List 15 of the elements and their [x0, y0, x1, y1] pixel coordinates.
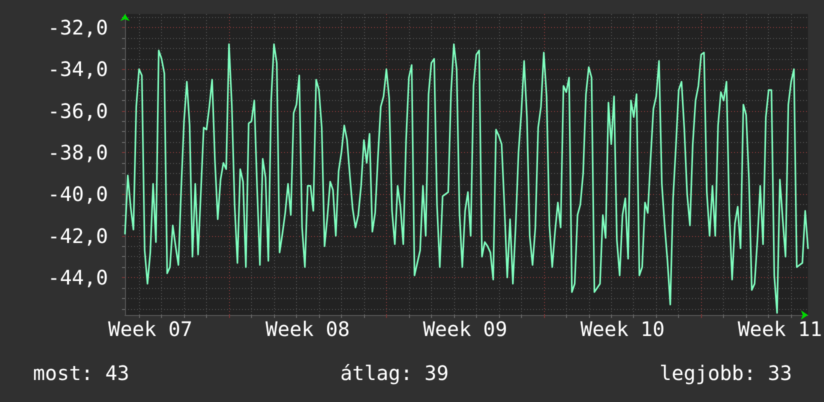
x-tick-label: Week 07 [108, 317, 192, 341]
x-tick-label: Week 09 [422, 317, 508, 341]
y-tick-label: -42,0 [48, 224, 108, 248]
y-tick-label: -44,0 [48, 266, 108, 290]
x-tick-label: Week 08 [266, 317, 350, 341]
x-tick-label: Week 11 [738, 317, 822, 341]
y-tick-label: -36,0 [48, 98, 108, 123]
y-tick-label: -32,0 [48, 16, 108, 40]
text: legjobb: 33 [660, 361, 792, 385]
y-tick-label: -40,0 [48, 182, 108, 206]
y-tick-label: -38,0 [48, 140, 108, 165]
x-tick-label: Week 10 [580, 317, 665, 341]
y-tick-label: -34,0 [48, 57, 108, 82]
text: most: 43 [33, 361, 130, 385]
text: átlag: 39 [340, 361, 449, 385]
